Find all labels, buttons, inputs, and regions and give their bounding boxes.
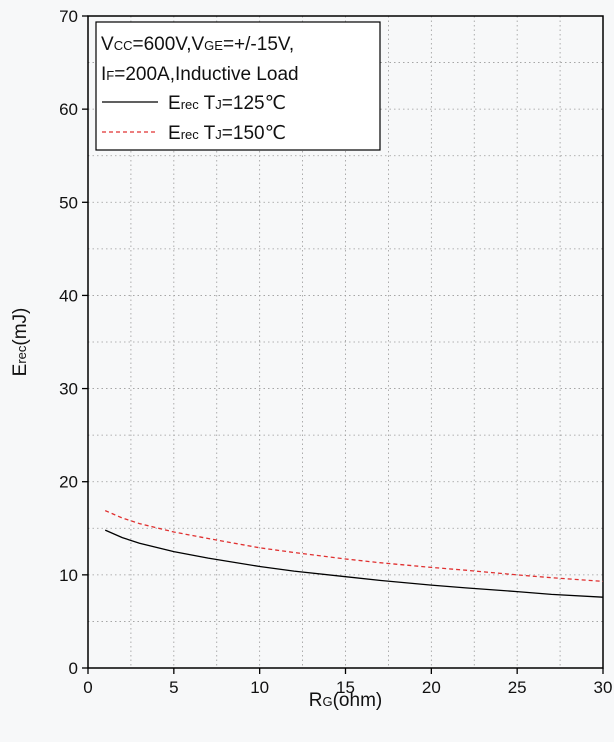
y-tick-label: 30 — [59, 380, 78, 399]
y-tick-label: 0 — [69, 659, 78, 678]
legend-label-1: Erec TJ=125℃ — [168, 93, 286, 114]
x-tick-label: 0 — [83, 678, 92, 697]
x-tick-label: 15 — [336, 678, 355, 697]
legend-conditions-line-2: IF=200A,Inductive Load — [101, 64, 299, 85]
y-axis-title: Erec(mJ) — [10, 308, 31, 377]
y-tick-label: 50 — [59, 193, 78, 212]
x-tick-label: 25 — [508, 678, 527, 697]
x-axis-title: RG(ohm) — [309, 690, 382, 711]
legend-conditions-line-1: VCC=600V,VGE=+/-15V, — [101, 34, 294, 55]
legend: VCC=600V,VGE=+/-15V, IF=200A,Inductive Lo… — [95, 21, 381, 151]
y-tick-label: 10 — [59, 566, 78, 585]
series-line-1 — [104, 529, 604, 598]
series-line-2 — [104, 510, 604, 583]
y-tick-label: 20 — [59, 473, 78, 492]
x-tick-label: 5 — [169, 678, 178, 697]
y-tick-label: 40 — [59, 286, 78, 305]
x-tick-label: 20 — [422, 678, 441, 697]
y-tick-label: 60 — [59, 100, 78, 119]
y-tick-label: 70 — [59, 7, 78, 26]
axis-ticks: 0 5 10 15 20 25 30 0 10 20 30 40 50 60 70 — [59, 7, 612, 697]
x-tick-label: 30 — [594, 678, 613, 697]
legend-label-2: Erec TJ=150℃ — [168, 123, 286, 144]
series-group — [104, 510, 604, 598]
legend-box — [95, 21, 381, 151]
x-tick-label: 10 — [250, 678, 269, 697]
